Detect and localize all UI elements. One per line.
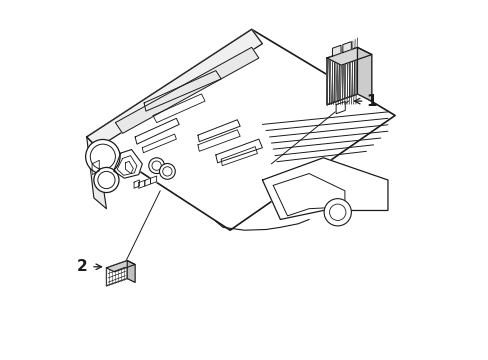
Circle shape bbox=[94, 167, 119, 193]
Polygon shape bbox=[150, 176, 156, 184]
Polygon shape bbox=[326, 48, 357, 105]
Circle shape bbox=[324, 199, 351, 226]
Polygon shape bbox=[332, 45, 340, 56]
Polygon shape bbox=[115, 47, 258, 134]
Polygon shape bbox=[326, 48, 371, 65]
Polygon shape bbox=[326, 48, 357, 105]
Polygon shape bbox=[125, 161, 133, 174]
Polygon shape bbox=[113, 149, 142, 178]
Polygon shape bbox=[335, 102, 345, 114]
Text: 2: 2 bbox=[77, 259, 87, 274]
Polygon shape bbox=[139, 180, 144, 188]
Polygon shape bbox=[106, 261, 135, 272]
Polygon shape bbox=[106, 261, 127, 286]
Polygon shape bbox=[262, 158, 387, 220]
Polygon shape bbox=[127, 261, 135, 283]
Polygon shape bbox=[92, 160, 99, 175]
Polygon shape bbox=[342, 42, 351, 53]
Polygon shape bbox=[86, 137, 106, 209]
Polygon shape bbox=[144, 178, 150, 186]
Polygon shape bbox=[86, 30, 262, 148]
Polygon shape bbox=[86, 30, 394, 230]
Polygon shape bbox=[134, 180, 139, 188]
Circle shape bbox=[159, 163, 175, 179]
Circle shape bbox=[85, 139, 120, 174]
Polygon shape bbox=[357, 48, 371, 101]
Text: 1: 1 bbox=[366, 94, 376, 109]
Circle shape bbox=[148, 158, 164, 174]
